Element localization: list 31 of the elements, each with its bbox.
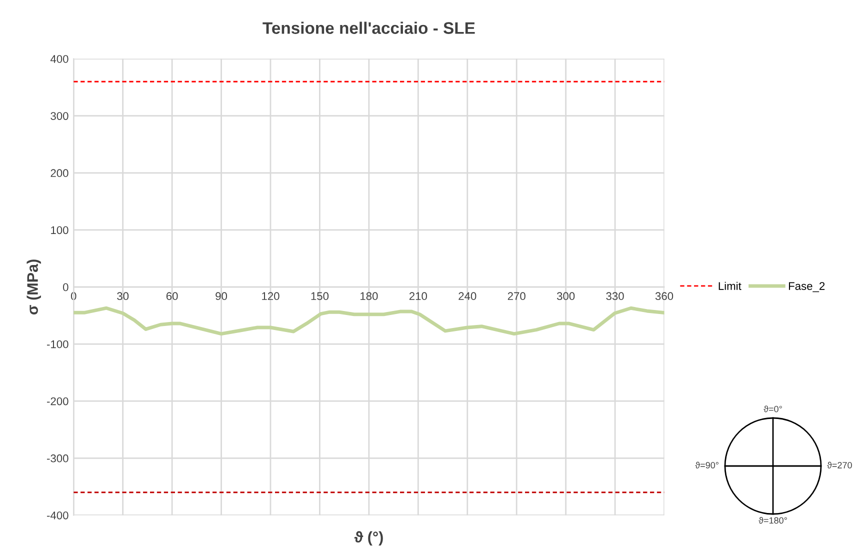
x-tick-label: 90 bbox=[216, 292, 228, 300]
legend-label: Fase_2 bbox=[788, 282, 825, 292]
x-tick-label: 120 bbox=[262, 292, 280, 300]
x-tick-label: 180 bbox=[360, 292, 378, 300]
x-tick-label: 60 bbox=[166, 292, 178, 300]
y-tick-label: -100 bbox=[47, 340, 68, 348]
x-tick-label: 240 bbox=[458, 292, 476, 300]
line-series bbox=[74, 306, 664, 336]
y-tick-label: -200 bbox=[47, 397, 68, 406]
y-tick-label: 200 bbox=[50, 169, 68, 178]
text: ϑ=0° bbox=[764, 406, 782, 412]
y-tick-label: 300 bbox=[50, 112, 68, 120]
y-tick-label: 100 bbox=[51, 226, 68, 234]
x-tick-label: 210 bbox=[409, 292, 427, 300]
x-tick-label: 150 bbox=[311, 292, 329, 300]
text: ϑ=90° bbox=[695, 462, 718, 468]
y-tick-label: -400 bbox=[47, 511, 68, 520]
text: ϑ=180° bbox=[758, 517, 787, 524]
x-tick-label: 360 bbox=[655, 292, 674, 300]
x-tick-label: 270 bbox=[508, 292, 526, 300]
x-tick-label: 330 bbox=[606, 292, 624, 300]
x-tick-label: 30 bbox=[117, 292, 129, 300]
x-axis-title: ϑ (°) bbox=[354, 531, 383, 546]
y-tick-label: 400 bbox=[50, 55, 68, 63]
text: ϑ=270 bbox=[827, 462, 852, 468]
y-tick-label: -300 bbox=[47, 454, 68, 462]
x-tick-label: 300 bbox=[556, 292, 575, 300]
y-tick-label: 0 bbox=[63, 283, 68, 292]
chart-title: Tensione nell'acciaio - SLE bbox=[262, 22, 475, 34]
y-axis-title: σ (MPa) bbox=[26, 260, 41, 315]
legend-label: Limit bbox=[718, 282, 742, 290]
